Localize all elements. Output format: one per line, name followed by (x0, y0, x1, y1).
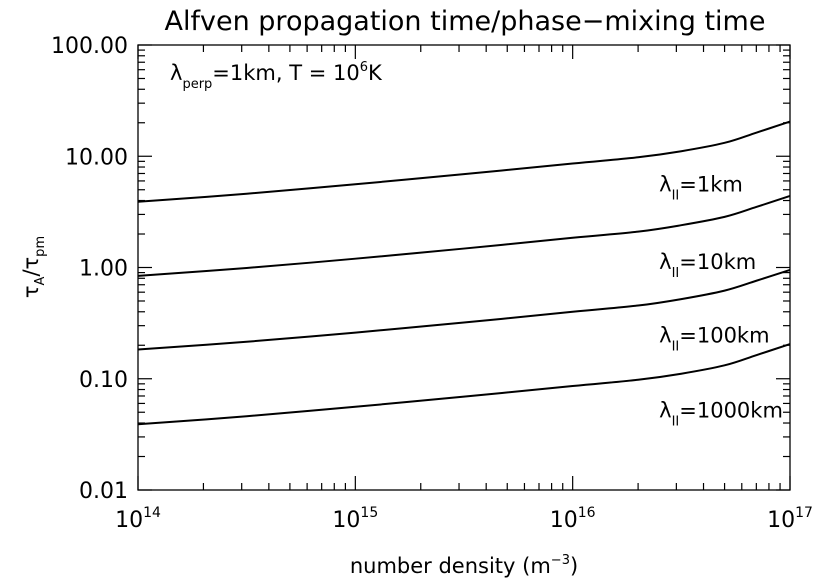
x-tick-label: 1016 (550, 505, 596, 533)
x-tick-label: 1015 (332, 505, 378, 533)
series-label-2: λII=10km (659, 250, 756, 281)
x-tick-label: 1017 (767, 505, 813, 533)
y-axis-label-sub-pm: pm (33, 236, 48, 257)
y-tick-label: 100.00 (51, 34, 128, 59)
series-line-3 (137, 269, 791, 351)
y-axis-label-tau-pm: τ (19, 257, 43, 270)
x-axis-label-end: ) (570, 554, 578, 578)
series-label-1: λII=1km (659, 172, 743, 203)
x-axis-label: number density (m−3) (350, 553, 578, 578)
annotation-superscript: 6 (360, 60, 368, 75)
x-axis-label-superscript: −3 (551, 553, 570, 568)
series-line-2 (137, 194, 791, 277)
y-tick-label: 1.00 (79, 257, 128, 282)
y-tick-label: 0.01 (79, 479, 128, 504)
annotation-lambda: λ (170, 61, 182, 85)
series-label-3: λII=100km (659, 323, 769, 354)
y-axis-label-sub-a: A (33, 276, 48, 285)
series-labels: λII=1km λII=10km λII=100km λII=1000km (659, 172, 783, 429)
y-axis-label: τA/τpm (19, 236, 48, 298)
series-lines (137, 120, 791, 426)
y-tick-labels: 0.01 0.10 1.00 10.00 100.00 (51, 34, 128, 504)
chart-title: Alfven propagation time/phase−mixing tim… (165, 6, 766, 37)
x-axis-label-main: number density (m (350, 554, 551, 578)
annotation-subscript: perp (182, 77, 212, 92)
y-tick-label: 10.00 (65, 145, 128, 170)
annotation-middle: =1km, T = 10 (212, 61, 359, 85)
x-tick-label: 1014 (115, 505, 161, 533)
chart-annotation: λperp=1km, T = 106K (170, 60, 383, 92)
y-axis-label-tau-a: τ (19, 285, 43, 298)
annotation-end: K (368, 61, 383, 85)
series-line-1 (137, 120, 791, 203)
y-tick-label: 0.10 (79, 368, 128, 393)
series-label-4: λII=1000km (659, 398, 783, 429)
y-axis-label-slash: / (19, 269, 43, 277)
series-line-4 (137, 343, 791, 426)
x-tick-labels: 1014 1015 1016 1017 (115, 505, 813, 533)
